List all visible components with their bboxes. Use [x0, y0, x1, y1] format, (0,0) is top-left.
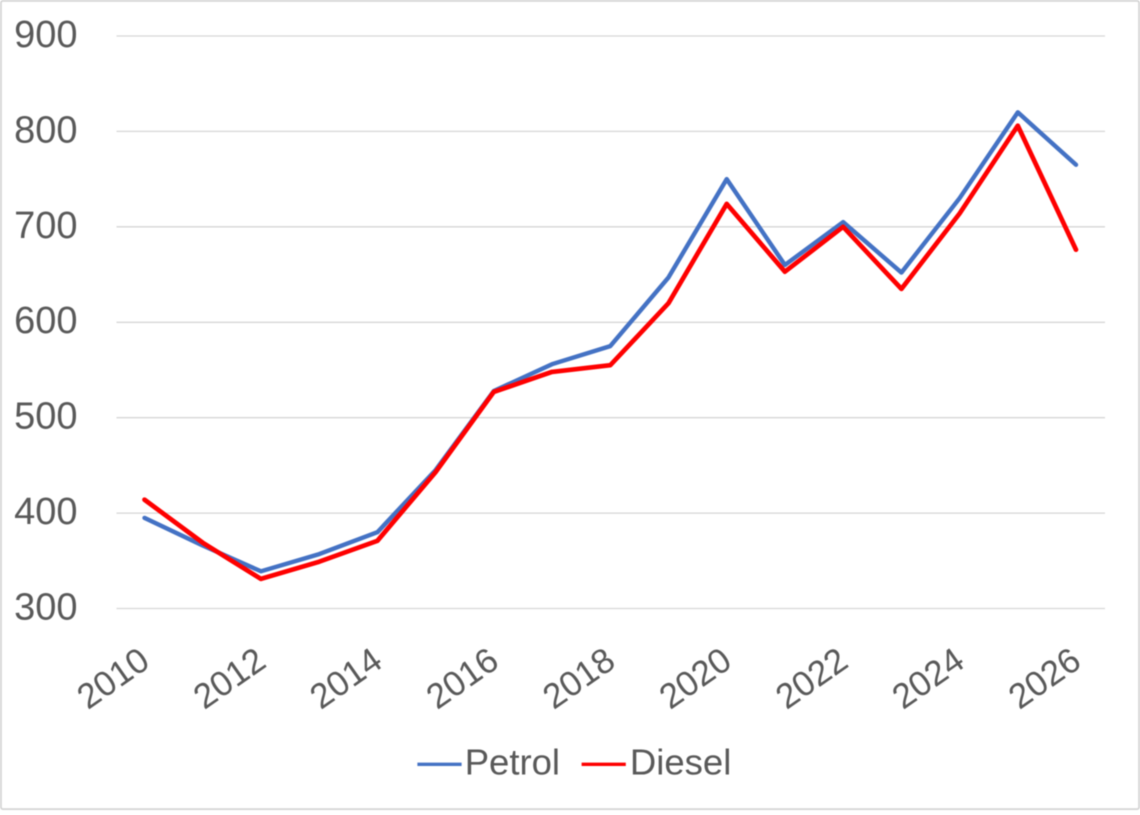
svg-text:900: 900	[14, 14, 77, 56]
svg-text:400: 400	[14, 491, 77, 533]
svg-text:600: 600	[14, 300, 77, 342]
svg-text:300: 300	[14, 586, 77, 628]
svg-text:700: 700	[14, 205, 77, 247]
svg-text:Petrol: Petrol	[465, 742, 560, 783]
svg-text:800: 800	[14, 109, 77, 151]
svg-text:500: 500	[14, 396, 77, 438]
svg-text:Diesel: Diesel	[630, 742, 731, 783]
